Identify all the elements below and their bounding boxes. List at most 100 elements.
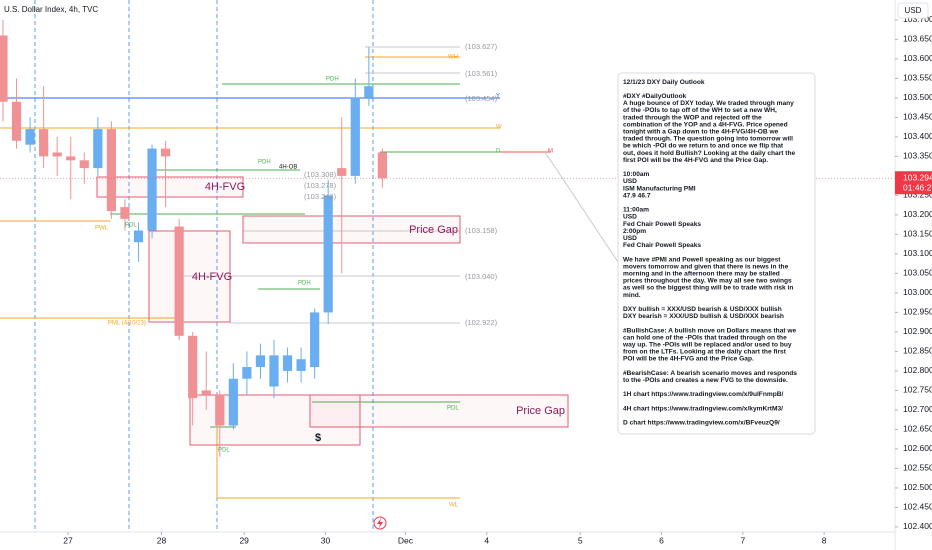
note-line: morning and in the afternoon there may b… [623,270,780,277]
fvg-box [96,176,244,198]
note-line: Fed Chair Powell Speaks [623,221,701,228]
note-line: to the -POIs and creates a new FVG to th… [623,377,788,384]
candle-body [337,168,347,176]
level-label: Y [496,94,500,100]
y-tick-label: 102.800 [903,365,932,375]
gap-box [242,215,461,244]
candle-body [188,335,198,399]
note-line: DXY bullish = XXX/USD bearish & USD/XXX … [623,306,782,313]
y-tick-label: 103.600 [903,53,932,63]
y-tick-label: 103.100 [903,248,932,258]
candle-body [160,148,171,157]
note-line: traded through the WOP and rejected off … [623,114,762,121]
candle-body [201,390,211,395]
annotations: WH PDH Y W D M PDH 4H-OB PDL PWL PML (4/… [95,42,565,530]
y-tick-label: 102.900 [903,326,932,336]
y-tick-label: 102.950 [903,307,932,317]
candle-body [255,355,266,368]
level-label: PDL [447,406,459,412]
note-line: We have #PMI and Powell speaking as our … [623,256,781,263]
candle-body [296,359,306,371]
zone-label: Price Gap [516,405,565,417]
note-line: of the -POIs to tap off of the WH to set… [623,107,777,114]
y-tick-label: 103.250 [903,190,932,200]
candle-body [133,230,144,243]
note-box [617,72,816,435]
note-line: from on the LTFs. Looking at the daily c… [623,349,787,356]
x-tick-label: 5 [578,535,583,545]
x-tick-label: 8 [822,535,827,545]
candle-body [79,160,89,169]
candle-body [11,101,22,141]
candle-body [350,97,360,176]
x-tick-label: 27 [63,535,73,545]
note-line: #DXY #DailyOutlook [623,93,687,100]
zone-label: 4H-FVG [205,181,245,193]
x-tick-label: 28 [157,535,167,545]
price-label: (103.308) [304,170,337,179]
level-label: PWL [95,226,109,232]
level-label: WH [448,55,458,61]
note-line: #BullishCase: A bullish move on Dollars … [623,327,797,334]
note-line: 12/1/23 DXY Daily Outlook [623,79,705,86]
level-label: 4H-OB [279,165,297,171]
event-icon-bolt [377,518,383,528]
price-label: (103.158) [465,226,498,235]
connector [544,151,619,263]
note-line: A huge bounce of DXY today. We traded th… [623,100,794,107]
fvg-box [148,230,231,323]
candle-body [0,35,8,102]
candle-body [377,152,387,179]
y-tick-label: 102.850 [903,346,932,356]
note-line: traded through. The question going into … [623,136,793,143]
y-tick-label: 102.650 [903,424,932,434]
level-label: WL [449,503,459,509]
x-tick-label: 6 [659,535,664,545]
level-label: D [496,149,501,155]
note-line: D chart https://www.tradingview.com/x/BF… [623,420,780,427]
candle-body [323,195,333,313]
gap-box [309,394,569,428]
note-line: out, does it hold Bullish? Looking at th… [623,150,796,157]
candle-body [39,129,49,157]
candle-body [174,226,184,336]
y-tick-label: 103.150 [903,229,932,239]
price-label: (103.278) [304,181,337,190]
note-line: 2:00pm [623,228,646,235]
currency-button[interactable] [897,2,929,19]
y-tick-label: 103.450 [903,112,932,122]
note-line: USD [623,178,637,185]
y-tick-label: 103.400 [903,131,932,141]
y-tick-label: 103.050 [903,268,932,278]
x-tick-label: 29 [239,535,249,545]
y-tick-label: 103.650 [903,34,932,44]
level-label: W [496,125,502,131]
candle-body [25,129,35,145]
price-label: (103.627) [465,42,498,51]
candle-body [364,86,374,98]
note-line: DXY bearish = XXX/USD bullish & USD/XXX … [623,313,784,320]
note-line: 47.9 46.7 [623,192,651,199]
zone-label: 4H-FVG [192,271,232,283]
candle-body [228,378,238,426]
y-tick-label: 103.000 [903,287,932,297]
candle-body [106,129,116,212]
price-label: (103.246) [304,192,337,201]
note-line: way up. The -POIs will be replaced and/o… [622,341,792,348]
candle-body [147,148,157,231]
candle-body [269,355,279,387]
note-line: as well so the biggest thing will be to … [623,285,793,292]
levels [0,46,619,499]
level-label: PDH [258,160,271,166]
y-tick-label: 103.550 [903,73,932,83]
y-tick-label: 103.500 [903,92,932,102]
candle-body [310,312,320,368]
currency-label: USD [905,6,922,15]
note-line: tonight with a Gap down to the 4H-FVG/4H… [623,128,779,135]
zone-label: Price Gap [409,224,458,236]
last-price-label: 103.294 [903,172,932,182]
note-line: #BearishCase: A bearish scenario moves a… [623,370,797,377]
chart-title: U.S. Dollar Index, 4h, TVC [4,5,98,14]
candles [0,19,895,457]
